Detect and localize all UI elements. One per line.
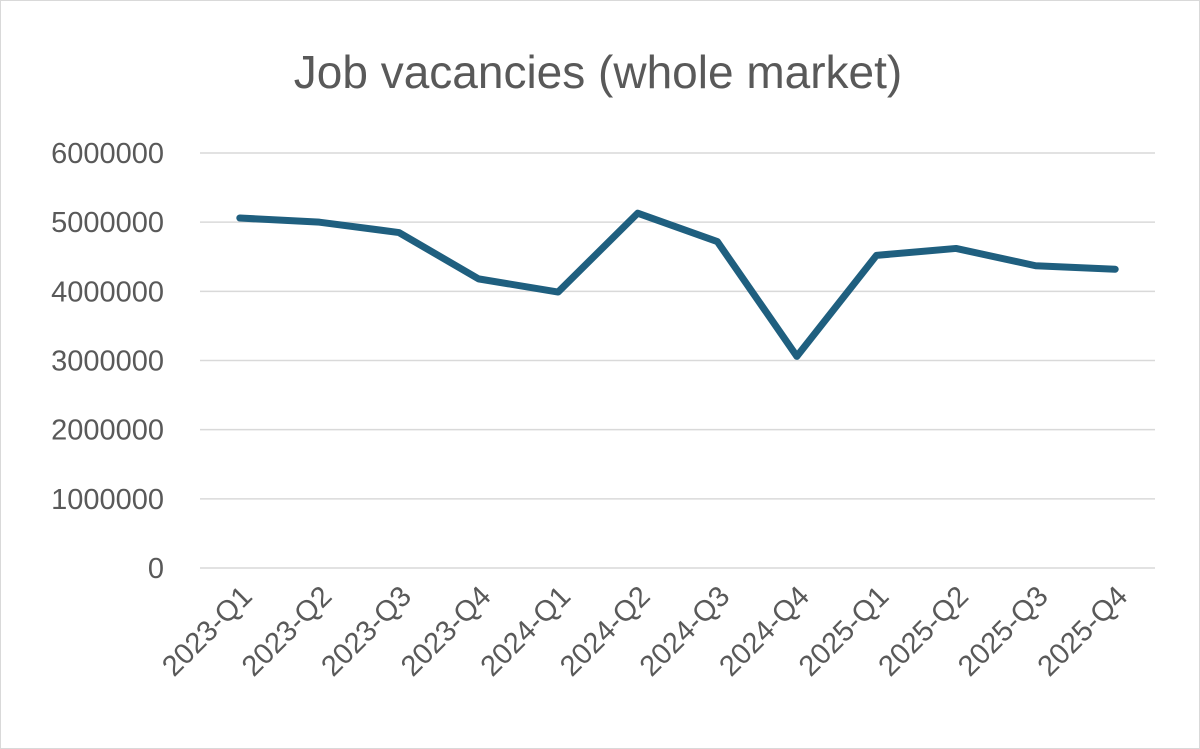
y-tick-label: 0	[148, 553, 164, 585]
chart-title: Job vacancies (whole market)	[294, 46, 902, 98]
y-tick-label: 3000000	[51, 346, 164, 378]
series-line	[236, 209, 1119, 360]
y-tick-label: 1000000	[51, 484, 164, 516]
series-lines	[236, 209, 1119, 360]
x-axis-tick-labels: 2023-Q12023-Q22023-Q32023-Q42024-Q12024-…	[156, 580, 1134, 682]
y-axis-tick-labels: 0 1000000 2000000 3000000 4000000 5000000 6000…	[51, 138, 164, 585]
gridlines	[200, 152, 1155, 569]
y-tick-label: 6000000	[51, 138, 164, 170]
y-tick-label: 4000000	[51, 276, 164, 308]
y-tick-label: 2000000	[51, 415, 164, 447]
y-tick-label: 5000000	[51, 207, 164, 239]
